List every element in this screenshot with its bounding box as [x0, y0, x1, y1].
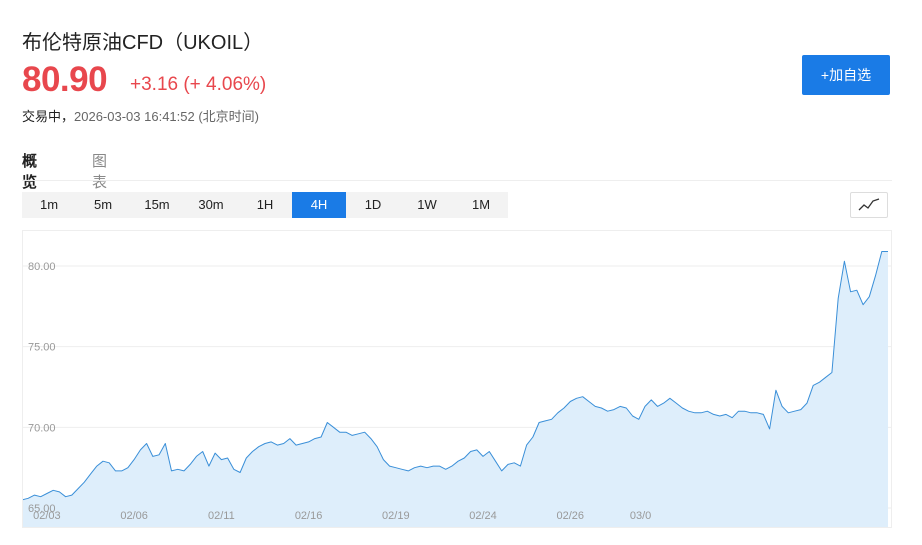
- timestamp: 2026-03-03 16:41:52 (北京时间): [74, 109, 259, 124]
- x-tick-label: 03/0: [630, 510, 651, 522]
- add-to-watchlist-button[interactable]: +加自选: [802, 55, 890, 95]
- interval-1m[interactable]: 1m: [39, 197, 59, 212]
- x-tick-label: 02/19: [382, 510, 410, 522]
- x-tick-label: 02/03: [33, 510, 61, 522]
- status-label: 交易中，: [22, 109, 75, 124]
- x-tick-label: 02/11: [208, 510, 235, 522]
- x-tick-label: 02/26: [556, 510, 584, 522]
- interval-15m[interactable]: 15m: [144, 197, 170, 212]
- interval-1w[interactable]: 1W: [417, 197, 437, 212]
- last-price: 80.90: [22, 60, 108, 99]
- tab-chart[interactable]: 图表: [92, 153, 108, 191]
- y-tick-label: 70.00: [28, 422, 56, 434]
- line-chart-icon: [858, 198, 880, 211]
- y-tick-label: 65.00: [28, 503, 56, 515]
- price-chart: 80.00 75.00 70.00 65.00 02/03 02/06 02/11 02/16…: [21, 230, 892, 530]
- x-tick-label: 02/24: [469, 510, 497, 522]
- price-area: [22, 251, 888, 528]
- instrument-title: 布伦特原油CFD（UKOIL）: [22, 32, 264, 54]
- tab-divider: [22, 180, 892, 181]
- interval-1d[interactable]: 1D: [364, 197, 382, 212]
- interval-30m[interactable]: 30m: [198, 197, 224, 212]
- interval-1mo[interactable]: 1M: [471, 197, 491, 212]
- x-tick-label: 02/16: [295, 510, 323, 522]
- trading-status: 交易中，2026-03-03 16:41:52 (北京时间): [22, 106, 259, 125]
- interval-4h[interactable]: 4H: [292, 192, 346, 218]
- interval-selector: 1m 5m 15m 30m 1H 4H 1D 1W 1M: [22, 192, 508, 218]
- y-tick-label: 75.00: [28, 342, 56, 354]
- y-tick-label: 80.00: [28, 261, 56, 273]
- price-change: +3.16 (+ 4.06%): [130, 74, 267, 95]
- interval-5m[interactable]: 5m: [93, 197, 113, 212]
- chart-type-button[interactable]: [850, 192, 888, 218]
- price-line: [21, 251, 888, 501]
- interval-1h[interactable]: 1H: [256, 197, 274, 212]
- x-tick-label: 02/06: [120, 510, 148, 522]
